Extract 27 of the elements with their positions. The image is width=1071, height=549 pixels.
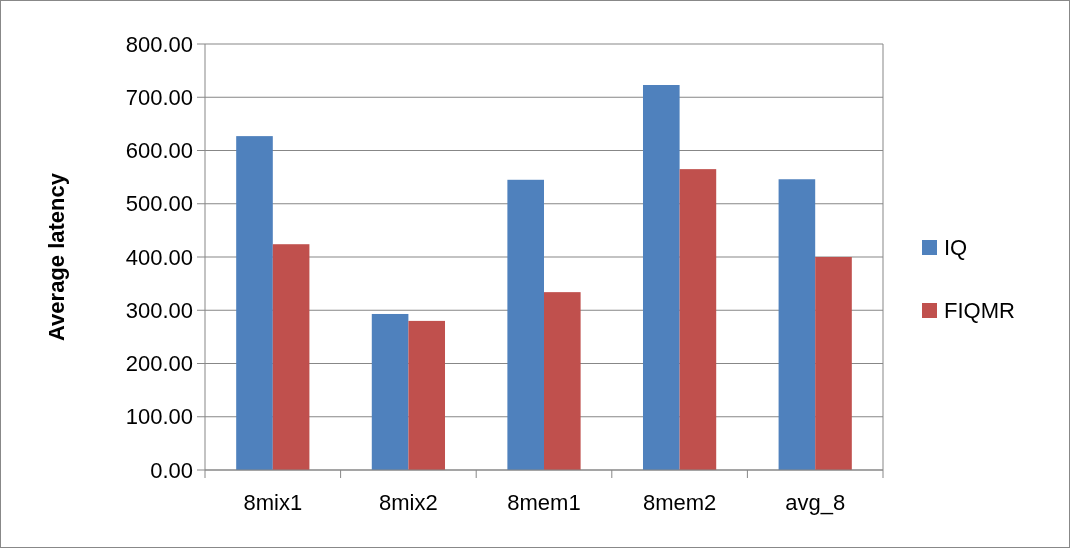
y-tick-label: 0.00 — [150, 457, 193, 483]
bar — [371, 313, 409, 470]
y-axis-title: Average latency — [44, 172, 69, 341]
x-tick-label: 8mix2 — [379, 490, 438, 515]
bar — [236, 136, 273, 470]
y-tick-label: 100.00 — [125, 404, 193, 430]
x-tick-label: 8mem2 — [642, 490, 717, 515]
y-tick-label: 500.00 — [125, 191, 193, 217]
bar — [408, 320, 446, 470]
bar — [815, 257, 852, 470]
legend-label: FIQMR — [944, 297, 1015, 323]
bar — [679, 169, 717, 470]
bar — [507, 179, 544, 470]
y-tick-label: 200.00 — [125, 351, 193, 377]
bar — [272, 244, 310, 470]
bar — [544, 292, 581, 470]
bar — [642, 85, 680, 470]
x-tick-label: 8mem1 — [507, 490, 581, 515]
legend-label: IQ — [944, 234, 968, 260]
x-tick-label: 8mix1 — [243, 490, 303, 515]
y-tick-label: 300.00 — [125, 297, 193, 323]
x-tick-label: avg_8 — [785, 490, 846, 515]
bar — [778, 179, 816, 470]
y-tick-label: 400.00 — [125, 244, 193, 270]
y-tick-label: 700.00 — [125, 84, 193, 110]
y-tick-label: 600.00 — [125, 138, 193, 164]
y-tick-label: 800.00 — [125, 31, 193, 57]
